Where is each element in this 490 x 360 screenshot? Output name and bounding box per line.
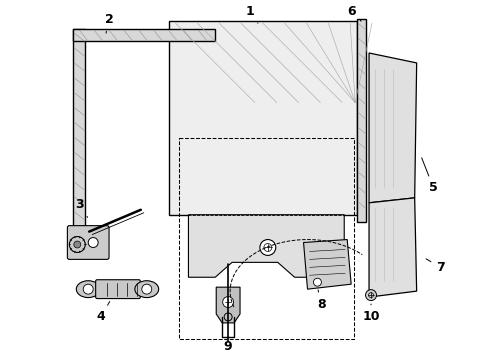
- Polygon shape: [74, 29, 85, 230]
- Polygon shape: [369, 198, 416, 297]
- Circle shape: [142, 284, 152, 294]
- Polygon shape: [189, 215, 344, 277]
- Text: 4: 4: [97, 302, 110, 323]
- Text: 9: 9: [224, 337, 232, 353]
- Circle shape: [83, 284, 93, 294]
- FancyBboxPatch shape: [96, 280, 140, 298]
- Text: 1: 1: [245, 5, 258, 23]
- FancyBboxPatch shape: [68, 226, 109, 260]
- Ellipse shape: [135, 281, 159, 298]
- Text: 7: 7: [426, 259, 445, 274]
- Polygon shape: [169, 21, 357, 215]
- Text: 8: 8: [317, 290, 326, 311]
- Circle shape: [88, 238, 98, 247]
- Circle shape: [366, 290, 376, 301]
- Polygon shape: [369, 53, 416, 203]
- Ellipse shape: [76, 281, 100, 298]
- Circle shape: [222, 297, 234, 307]
- Circle shape: [314, 278, 321, 286]
- Circle shape: [74, 241, 81, 248]
- Text: 5: 5: [422, 158, 438, 194]
- Text: 3: 3: [75, 198, 88, 217]
- Polygon shape: [74, 29, 215, 41]
- Polygon shape: [357, 19, 366, 222]
- Text: 2: 2: [105, 13, 113, 33]
- Text: 6: 6: [347, 5, 361, 21]
- Polygon shape: [216, 287, 240, 323]
- Circle shape: [260, 239, 276, 255]
- Text: 10: 10: [362, 304, 380, 323]
- Polygon shape: [303, 239, 351, 289]
